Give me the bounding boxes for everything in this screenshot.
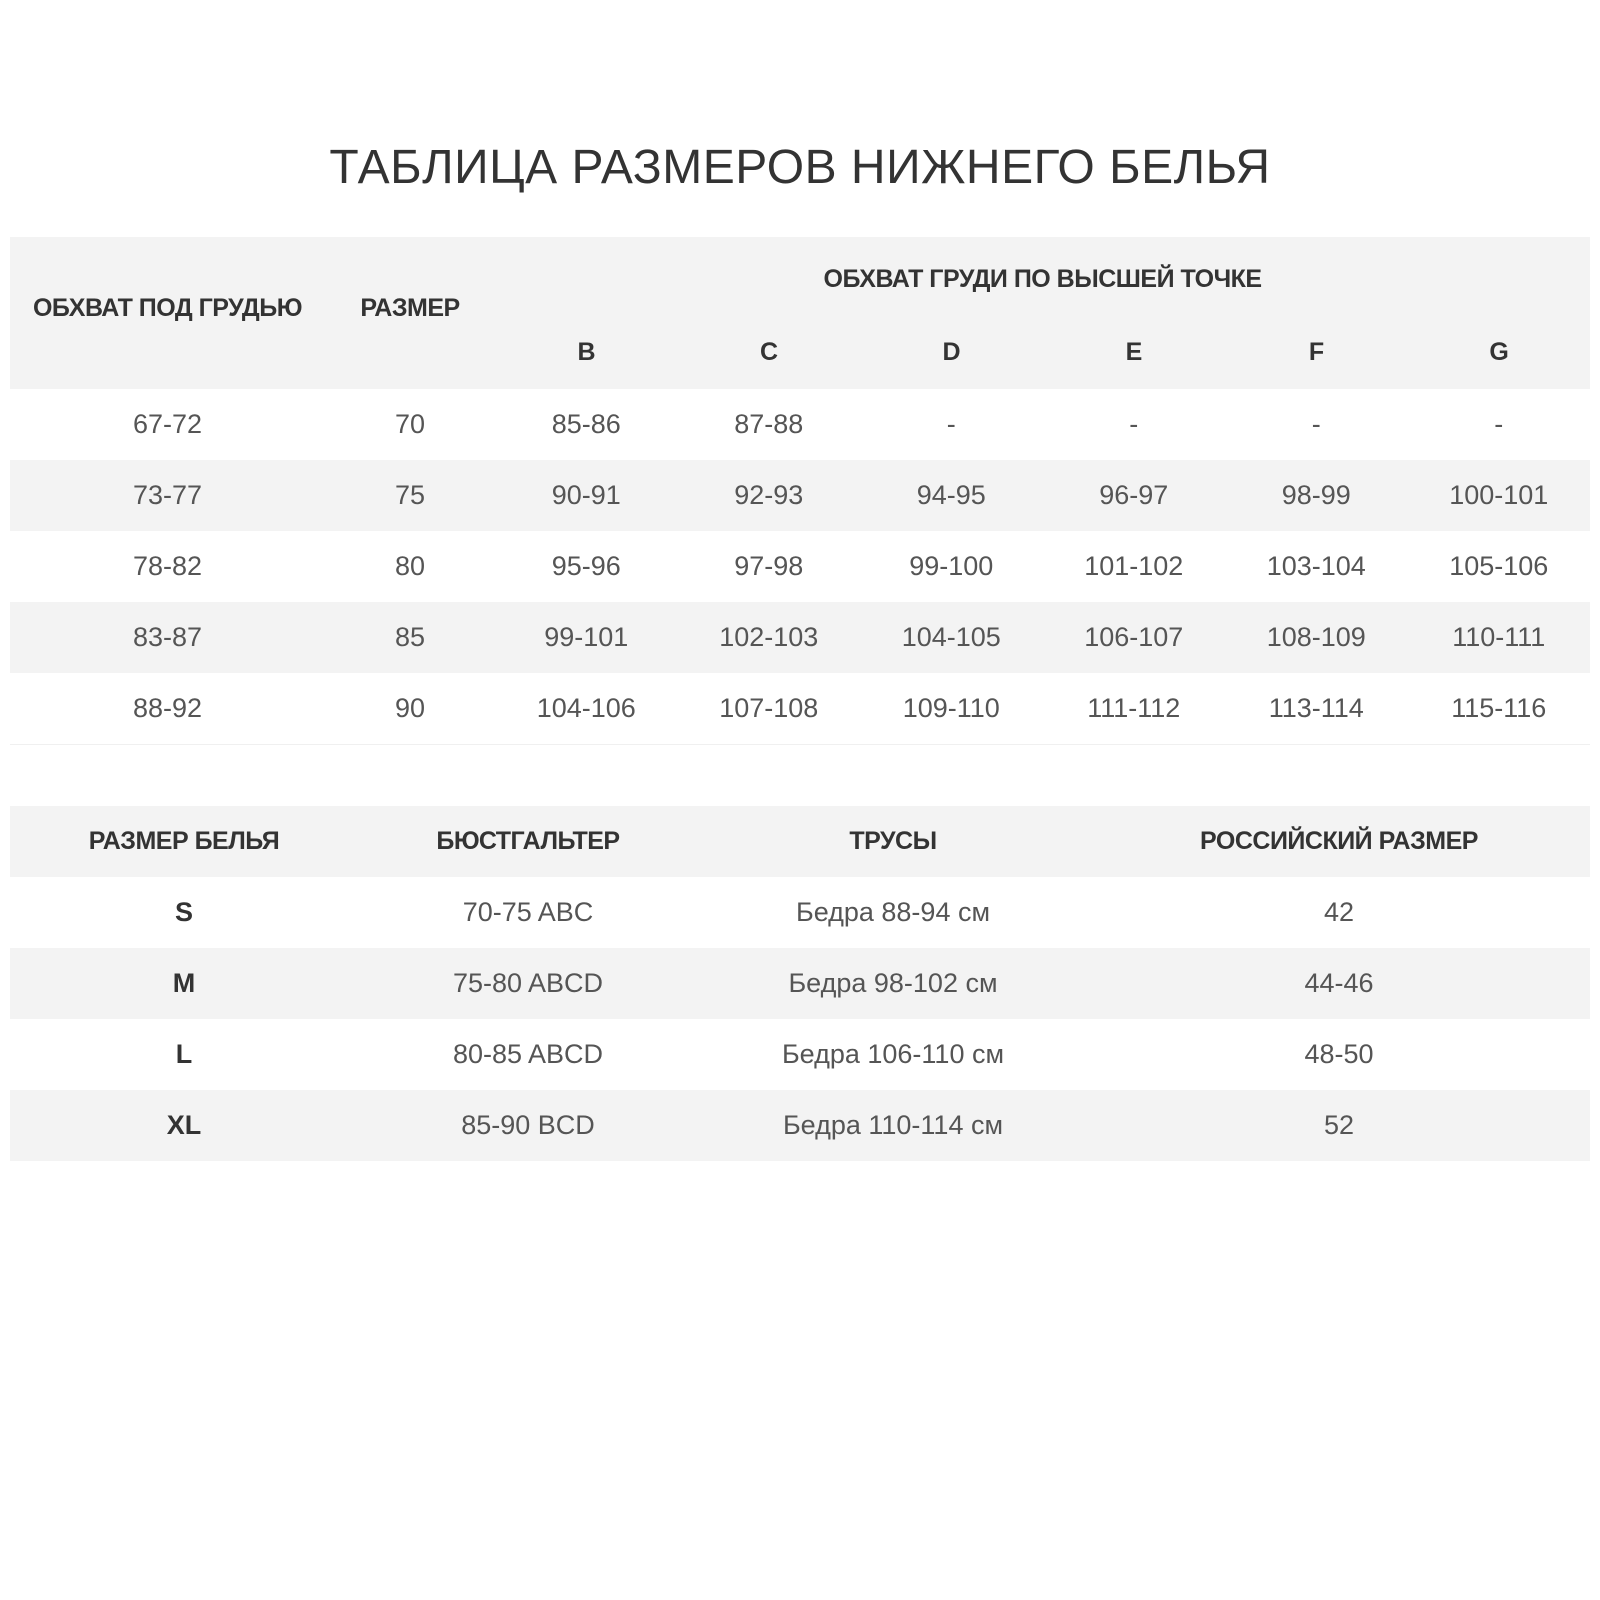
table-cell: 98-99 bbox=[1225, 460, 1408, 531]
table-row: M 75-80 ABCD Бедра 98-102 см 44-46 bbox=[10, 948, 1590, 1019]
header-bust: ОБХВАТ ГРУДИ ПО ВЫСШЕЙ ТОЧКЕ bbox=[495, 237, 1591, 316]
table-cell: 80-85 ABCD bbox=[452, 1039, 604, 1069]
table-cell: 83-87 bbox=[10, 602, 325, 673]
table-row: 78-82 80 95-96 97-98 99-100 101-102 103-104 105… bbox=[10, 531, 1590, 602]
table-cell: Бедра 98-102 см bbox=[698, 948, 1088, 1019]
table-cell: 85-86 bbox=[551, 409, 621, 439]
table-cell: 102-103 bbox=[677, 602, 860, 673]
table-cell: 99-100 bbox=[909, 551, 994, 581]
table-cell: 75 bbox=[325, 460, 495, 531]
table-cell: 70-75 ABC bbox=[462, 897, 594, 927]
table-cell: L bbox=[175, 1039, 193, 1069]
table-cell: 111-112 bbox=[1042, 673, 1225, 745]
table-cell: 97-98 bbox=[734, 551, 804, 581]
table-cell: 113-114 bbox=[1225, 673, 1408, 745]
page-title: ТАБЛИЦА РАЗМЕРОВ НИЖНЕГО БЕЛЬЯ bbox=[329, 141, 1271, 194]
table-cell: 99-101 bbox=[495, 602, 678, 673]
table-cell: 100-101 bbox=[1407, 460, 1591, 531]
table-cell: 105-106 bbox=[1449, 551, 1549, 581]
table-cell: 87-88 bbox=[734, 409, 804, 439]
header-size: РАЗМЕР bbox=[325, 237, 495, 389]
table-cell: 90 bbox=[325, 673, 495, 745]
header-cup-f: F bbox=[1225, 315, 1408, 389]
table-cell: 96-97 bbox=[1042, 460, 1225, 531]
table-cell: 73-77 bbox=[10, 460, 325, 531]
table-cell: 94-95 bbox=[860, 460, 1043, 531]
table-cell: S bbox=[174, 897, 193, 927]
table-row: XL 85-90 BCD Бедра 110-114 см 52 bbox=[10, 1090, 1590, 1161]
table-row: L 80-85 ABCD Бедра 106-110 см 48-50 bbox=[10, 1019, 1590, 1090]
table-cell: M bbox=[10, 948, 358, 1019]
header-cup-d: D bbox=[860, 315, 1043, 389]
table-cell: 85-90 BCD bbox=[358, 1090, 698, 1161]
table-cell: 80 bbox=[394, 551, 426, 581]
table-cell: - bbox=[1494, 409, 1504, 439]
table-row: 88-92 90 104-106 107-108 109-110 111-112 113-1… bbox=[10, 673, 1591, 745]
header-cup-e: E bbox=[1042, 315, 1225, 389]
table-cell: - bbox=[946, 409, 956, 439]
table-row: 67-72 70 85-86 87-88 - - - - bbox=[10, 389, 1590, 460]
header-row: ОБХВАТ ПОД ГРУДЬЮ РАЗМЕР ОБХВАТ ГРУДИ ПО… bbox=[10, 237, 1591, 389]
header-cell: РАЗМЕР БЕЛЬЯ bbox=[10, 806, 358, 877]
table-cell: Бедра 106-110 см bbox=[781, 1039, 1005, 1069]
header-underbust: ОБХВАТ ПОД ГРУДЬЮ bbox=[10, 237, 325, 389]
table-cell: XL bbox=[10, 1090, 358, 1161]
header-cell: БЮСТГАЛЬТЕР bbox=[358, 806, 698, 877]
header-cup-g: G bbox=[1407, 315, 1591, 389]
table-row: 73-77 75 90-91 92-93 94-95 96-97 98-99 100-101 bbox=[10, 460, 1591, 531]
header-cup-b: B bbox=[495, 315, 678, 389]
table-cell: 67-72 bbox=[132, 409, 203, 439]
table-cell: 109-110 bbox=[860, 673, 1043, 745]
table-cell: Бедра 88-94 см bbox=[795, 897, 991, 927]
table-cell: 110-111 bbox=[1407, 602, 1591, 673]
table-cell: 78-82 bbox=[132, 551, 203, 581]
table-cell: 75-80 ABCD bbox=[358, 948, 698, 1019]
table-cell: 104-106 bbox=[495, 673, 678, 745]
header-cell: РОССИЙСКИЙ РАЗМЕР bbox=[1088, 806, 1590, 877]
table-cell: 88-92 bbox=[10, 673, 325, 745]
table-row: S 70-75 ABC Бедра 88-94 см 42 bbox=[10, 877, 1590, 948]
table-cell: 85 bbox=[325, 602, 495, 673]
table-cell: 92-93 bbox=[677, 460, 860, 531]
table-cell: - bbox=[1311, 409, 1321, 439]
table-cell: 44-46 bbox=[1088, 948, 1590, 1019]
header-cell: ТРУСЫ bbox=[698, 806, 1088, 877]
table-row: 83-87 85 99-101 102-103 104-105 106-107 108-10… bbox=[10, 602, 1591, 673]
header-cup-c: C bbox=[677, 315, 860, 389]
bra-size-table: ОБХВАТ ПОД ГРУДЬЮ РАЗМЕР ОБХВАТ ГРУДИ ПО… bbox=[10, 237, 1591, 745]
table-cell: 103-104 bbox=[1266, 551, 1366, 581]
header-row: РАЗМЕР БЕЛЬЯ БЮСТГАЛЬТЕР ТРУСЫ РОССИЙСКИЙ Р… bbox=[10, 806, 1590, 877]
table-cell: 108-109 bbox=[1225, 602, 1408, 673]
table-cell: 106-107 bbox=[1042, 602, 1225, 673]
table-cell: 104-105 bbox=[860, 602, 1043, 673]
table-cell: 101-102 bbox=[1084, 551, 1184, 581]
table-cell: 70 bbox=[394, 409, 426, 439]
lingerie-size-table: РАЗМЕР БЕЛЬЯ БЮСТГАЛЬТЕР ТРУСЫ РОССИЙСКИЙ Р… bbox=[10, 806, 1590, 1161]
table-cell: 42 bbox=[1323, 897, 1355, 927]
table-cell: Бедра 110-114 см bbox=[698, 1090, 1088, 1161]
table-cell: 90-91 bbox=[495, 460, 678, 531]
table-cell: 115-116 bbox=[1407, 673, 1591, 745]
table-cell: 48-50 bbox=[1304, 1039, 1374, 1069]
table-cell: - bbox=[1129, 409, 1139, 439]
table-cell: 95-96 bbox=[551, 551, 621, 581]
table-cell: 52 bbox=[1088, 1090, 1590, 1161]
table-cell: 107-108 bbox=[677, 673, 860, 745]
